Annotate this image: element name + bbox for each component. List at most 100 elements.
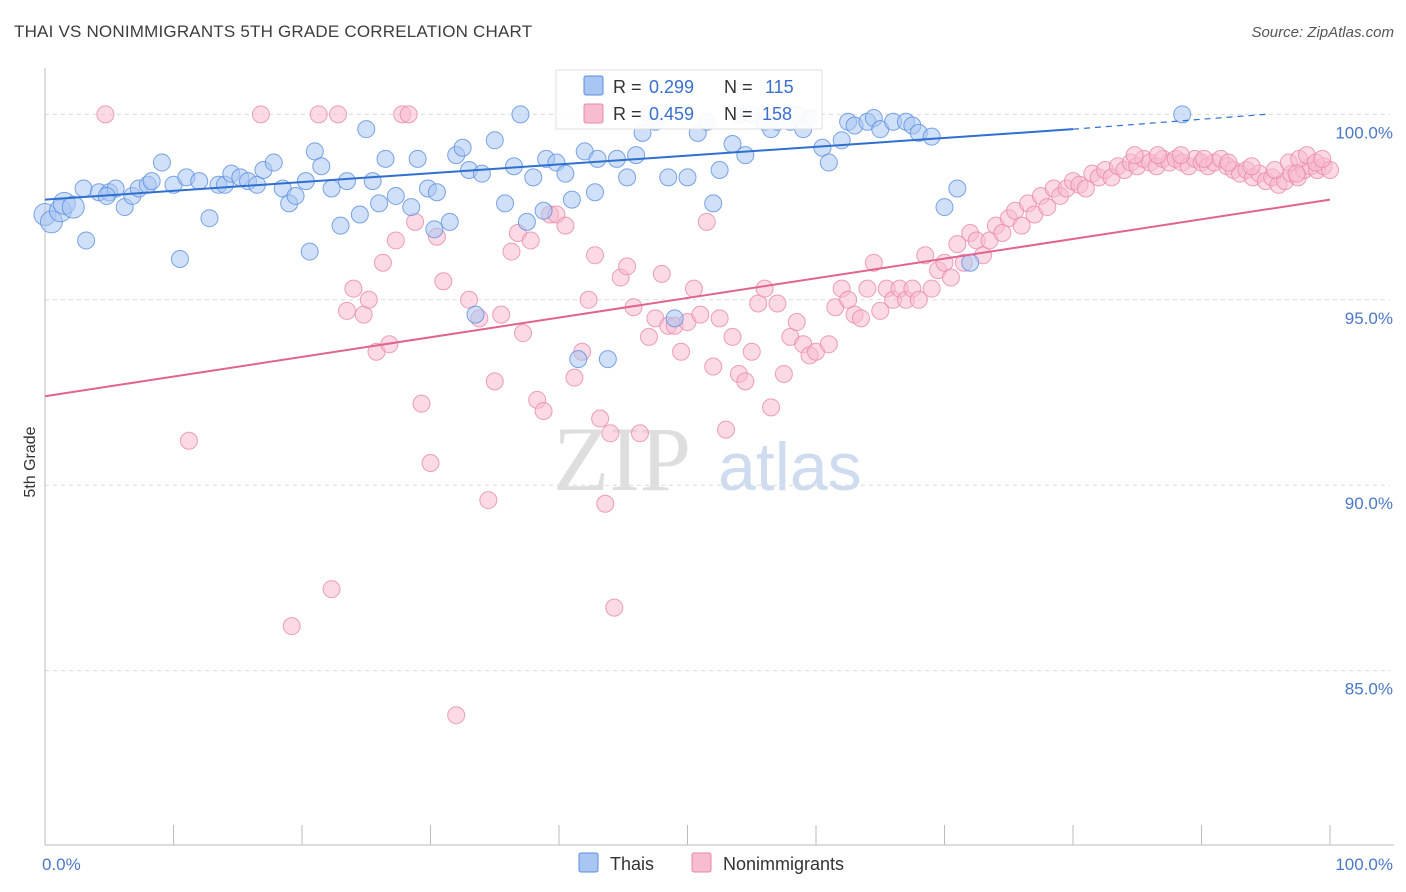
nonimmigrants-point-66 bbox=[749, 294, 768, 313]
watermark-atlas: atlas bbox=[718, 429, 862, 505]
x-tick-labels: 0.0% 100.0% bbox=[42, 855, 1393, 874]
legend-label-thais: Thais bbox=[610, 854, 654, 874]
thais-point-49 bbox=[427, 183, 446, 202]
x-tick-label-0: 0.0% bbox=[42, 855, 81, 874]
stats-n-value-nonimmigrants: 158 bbox=[762, 104, 792, 124]
thais-point-112 bbox=[948, 179, 967, 198]
thais-point-89 bbox=[736, 146, 755, 165]
nonimmigrants-point-59 bbox=[704, 357, 723, 376]
thais-point-66 bbox=[556, 164, 575, 183]
nonimmigrants-point-96 bbox=[948, 235, 967, 254]
nonimmigrants-point-161 bbox=[1148, 146, 1167, 165]
stats-r-value-thais: 0.299 bbox=[649, 77, 694, 97]
nonimmigrants-point-12 bbox=[373, 253, 392, 272]
nonimmigrants-point-33 bbox=[534, 402, 553, 421]
thais-point-32 bbox=[286, 186, 305, 205]
thais-point-113 bbox=[961, 253, 980, 272]
stats-legend-swatch-thais bbox=[583, 75, 604, 96]
nonimmigrants-point-37 bbox=[565, 368, 584, 387]
nonimmigrants-point-165 bbox=[1242, 157, 1261, 176]
thais-point-75 bbox=[627, 146, 646, 165]
nonimmigrants-point-54 bbox=[672, 342, 691, 361]
nonimmigrants-point-67 bbox=[755, 279, 774, 298]
nonimmigrants-point-18 bbox=[412, 394, 431, 413]
y-tick-label-3: 85.0% bbox=[1345, 680, 1393, 699]
nonimmigrants-point-40 bbox=[585, 246, 604, 265]
nonimmigrants-point-83 bbox=[864, 253, 883, 272]
nonimmigrants-point-8 bbox=[344, 279, 363, 298]
thais-point-36 bbox=[312, 157, 331, 176]
nonimmigrants-point-56 bbox=[684, 279, 703, 298]
nonimmigrants-point-167 bbox=[1287, 164, 1306, 183]
thais-point-6 bbox=[77, 231, 96, 250]
nonimmigrants-point-19 bbox=[421, 453, 440, 472]
nonimmigrants-point-72 bbox=[787, 313, 806, 332]
thais-point-38 bbox=[331, 216, 350, 235]
thais-point-53 bbox=[453, 138, 472, 157]
nonimmigrants-point-16 bbox=[399, 105, 418, 124]
stats-n-label-thais: N = bbox=[724, 77, 753, 97]
y-tick-label-0: 100.0% bbox=[1335, 123, 1393, 142]
thais-point-81 bbox=[665, 309, 684, 328]
stats-legend: R = 0.299 N = 115 R = 0.459 N = 158 bbox=[555, 69, 823, 130]
nonimmigrants-point-92 bbox=[922, 279, 941, 298]
nonimmigrants-point-60 bbox=[710, 309, 729, 328]
nonimmigrants-point-42 bbox=[596, 494, 615, 513]
nonimmigrants-point-1 bbox=[179, 431, 198, 450]
thais-point-111 bbox=[935, 198, 954, 217]
nonimmigrants-point-39 bbox=[579, 290, 598, 309]
nonimmigrants-point-90 bbox=[909, 290, 928, 309]
thais-point-61 bbox=[517, 212, 536, 231]
thais-point-39 bbox=[337, 172, 356, 191]
thais-point-82 bbox=[678, 168, 697, 187]
thais-point-80 bbox=[659, 168, 678, 187]
nonimmigrants-point-26 bbox=[485, 372, 504, 391]
nonimmigrants-point-65 bbox=[742, 342, 761, 361]
nonimmigrants-point-43 bbox=[601, 424, 620, 443]
nonimmigrants-point-36 bbox=[556, 216, 575, 235]
nonimmigrants-point-64 bbox=[736, 372, 755, 391]
nonimmigrants-point-30 bbox=[514, 324, 533, 343]
thais-point-5 bbox=[74, 179, 93, 198]
nonimmigrants-point-91 bbox=[916, 246, 935, 265]
nonimmigrants-point-164 bbox=[1219, 153, 1238, 172]
thais-point-55 bbox=[466, 305, 485, 324]
thais-point-40 bbox=[350, 205, 369, 224]
thais-point-15 bbox=[142, 172, 161, 191]
thais-point-67 bbox=[562, 190, 581, 209]
thais-point-50 bbox=[425, 220, 444, 239]
nonimmigrants-point-116 bbox=[1076, 179, 1095, 198]
watermark: ZIP atlas bbox=[553, 408, 862, 510]
legend-swatch-thais bbox=[578, 852, 599, 873]
thais-point-72 bbox=[598, 350, 617, 369]
nonimmigrants-point-84 bbox=[871, 301, 890, 320]
thais-point-51 bbox=[440, 212, 459, 231]
thais-point-16 bbox=[152, 153, 171, 172]
trend-line-thais-extension bbox=[1072, 113, 1266, 130]
nonimmigrants-point-79 bbox=[839, 290, 858, 309]
nonimmigrants-point-70 bbox=[774, 364, 793, 383]
nonimmigrants-point-22 bbox=[447, 706, 466, 725]
thais-point-71 bbox=[588, 149, 607, 168]
nonimmigrants-point-106 bbox=[1012, 216, 1031, 235]
thais-point-4 bbox=[61, 195, 85, 219]
thais-point-70 bbox=[585, 183, 604, 202]
nonimmigrants-point-49 bbox=[639, 327, 658, 346]
thais-point-85 bbox=[704, 194, 723, 213]
thais-point-41 bbox=[357, 120, 376, 139]
thais-point-58 bbox=[496, 194, 515, 213]
y-tick-label-1: 95.0% bbox=[1345, 309, 1393, 328]
thais-point-29 bbox=[264, 153, 283, 172]
nonimmigrants-point-27 bbox=[492, 305, 511, 324]
axes bbox=[44, 68, 1394, 846]
y-tick-labels: 100.0% 95.0% 90.0% 85.0% bbox=[1335, 123, 1393, 698]
legend-label-nonimmigrants: Nonimmigrants bbox=[723, 854, 844, 874]
thais-point-110 bbox=[922, 127, 941, 146]
nonimmigrants-point-95 bbox=[941, 268, 960, 287]
thais-point-47 bbox=[408, 149, 427, 168]
nonimmigrants-point-6 bbox=[328, 105, 347, 124]
thais-point-63 bbox=[534, 201, 553, 220]
nonimmigrants-point-31 bbox=[521, 231, 540, 250]
thais-point-35 bbox=[305, 142, 324, 161]
nonimmigrants-point-81 bbox=[851, 309, 870, 328]
